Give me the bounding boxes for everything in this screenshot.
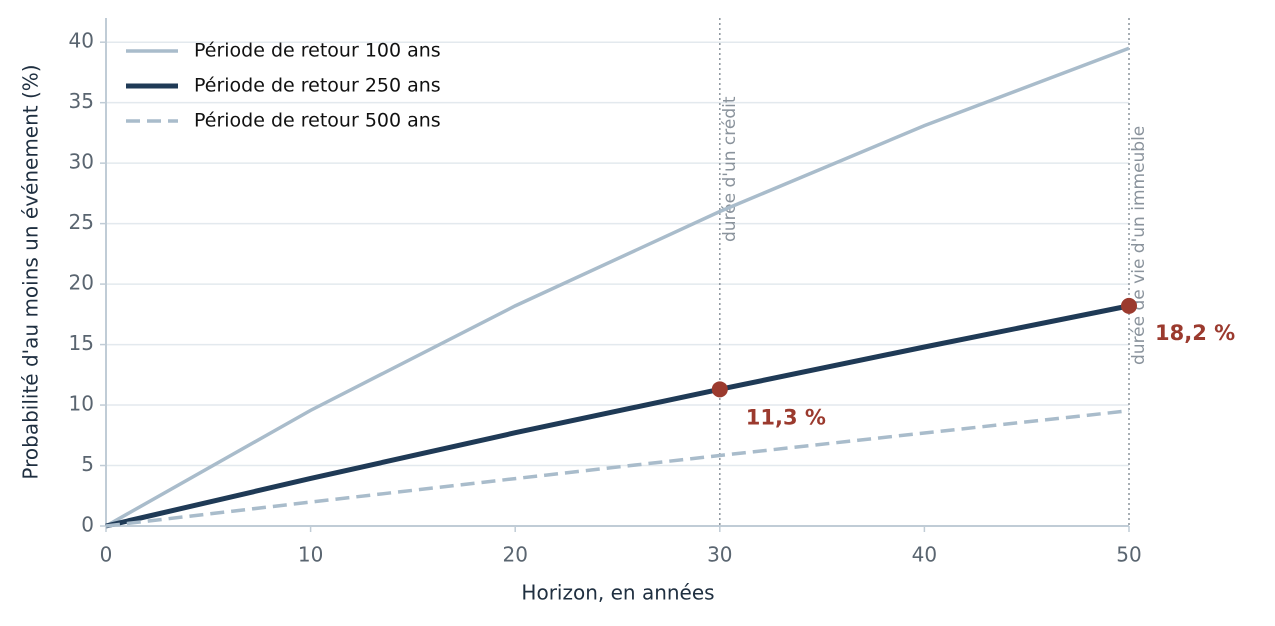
- highlight-label: 18,2 %: [1155, 321, 1235, 345]
- reference-label: durée d'un crédit: [720, 96, 740, 242]
- x-tick-label: 0: [100, 543, 113, 567]
- legend-label: Période de retour 500 ans: [194, 110, 441, 132]
- x-axis-label: Horizon, en années: [521, 581, 714, 605]
- reference-label: durée de vie d'un immeuble: [1129, 126, 1149, 365]
- y-axis-label: Probabilité d'au moins un événement (%): [19, 64, 43, 479]
- series-line: [105, 303, 1130, 529]
- x-tick-label: 40: [912, 543, 937, 567]
- highlight-point: [1121, 297, 1137, 314]
- x-tick-label: 20: [502, 543, 527, 567]
- y-tick-label: 40: [69, 29, 94, 53]
- legend-label: Période de retour 100 ans: [194, 40, 441, 62]
- series-line: [105, 46, 1130, 528]
- x-tick-label: 10: [298, 543, 323, 567]
- x-tick-label: 30: [707, 543, 732, 567]
- y-tick-label: 0: [81, 513, 94, 537]
- highlight-label: 11,3 %: [746, 405, 826, 429]
- y-tick-label: 30: [69, 150, 94, 174]
- y-tick-label: 35: [69, 89, 94, 113]
- legend-label: Période de retour 250 ans: [194, 75, 441, 97]
- y-tick-label: 10: [69, 392, 94, 416]
- y-tick-label: 5: [81, 452, 94, 476]
- y-tick-label: 20: [69, 271, 94, 295]
- y-tick-label: 15: [69, 331, 94, 355]
- y-tick-label: 25: [69, 210, 94, 234]
- series-line: [105, 408, 1130, 528]
- x-tick-label: 50: [1116, 543, 1141, 567]
- highlight-point: [711, 381, 728, 398]
